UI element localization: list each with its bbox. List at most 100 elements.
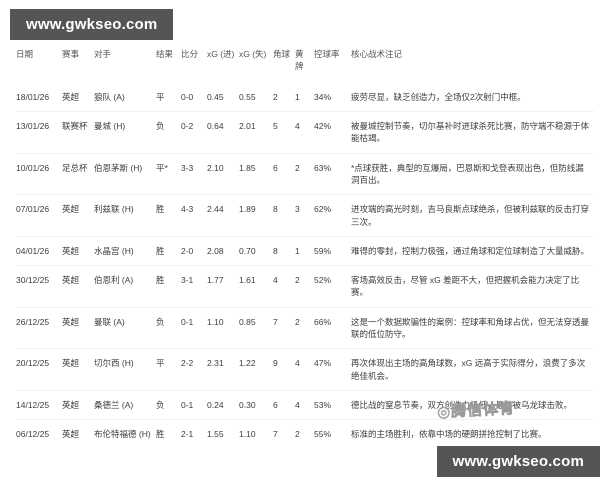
header-date: 日期	[16, 49, 34, 59]
cell-result: 胜	[156, 194, 181, 237]
cell-xg_against: 0.85	[239, 306, 273, 349]
header-competition: 赛事	[62, 49, 80, 59]
cell-score: 0-0	[181, 91, 194, 102]
cell-possession: 63%	[314, 152, 351, 195]
cell-note: 疲劳尽显，缺乏创造力，全场仅2次射门中框。	[351, 91, 526, 102]
header-xg-against: xG (失)	[239, 49, 267, 59]
cell-possession: 52%	[314, 265, 351, 308]
cell-xg_for: 2.44	[207, 194, 239, 237]
cell-opp: 伯恩茅斯 (H)	[94, 152, 156, 195]
cell-xg_for: 2.08	[207, 235, 239, 266]
cell-corners: 8	[273, 235, 295, 266]
cell-opp: 曼联 (A)	[94, 306, 156, 349]
cell-xg_against: 2.01	[239, 110, 273, 154]
cell-xg_against: 0.30	[239, 389, 273, 420]
cell-opp: 水晶宫 (H)	[94, 235, 156, 266]
header-result: 结果	[156, 49, 174, 59]
cell-note: 客场高效反击，尽管 xG 差距不大，但把握机会能力决定了比赛。	[351, 265, 594, 308]
table-row: 20/12/25 英超 切尔西 (H) 平 2-2 2.31 1.22 9 4 47% 再次体现出主…	[16, 348, 594, 391]
table-row: 30/12/25 英超 伯恩利 (A) 胜 3-1 1.77 1.61 4 2 52% 客场高效反击…	[16, 265, 594, 308]
cell-result: 平	[156, 91, 165, 102]
cell-note: 标准的主场胜利，依靠中场的硬朗拼抢控制了比赛。	[351, 419, 594, 449]
cell-comp: 英超	[62, 419, 94, 449]
cell-xg_for: 1.77	[207, 265, 239, 308]
cell-possession: 53%	[314, 389, 351, 420]
cell-xg_for: 0.45	[207, 91, 224, 102]
cell-score: 2-1	[181, 419, 207, 449]
cell-result: 负	[156, 110, 181, 154]
cell-yellows: 4	[295, 110, 314, 154]
cell-comp: 足总杯	[62, 152, 94, 195]
cell-score: 3-3	[181, 152, 207, 195]
cell-note: 再次体现出主场的高角球数，xG 远高于实际得分，浪费了多次绝佳机会。	[351, 348, 594, 391]
cell-corners: 7	[273, 419, 295, 449]
cell-date: 30/12/25	[16, 265, 62, 308]
header-opponent: 对手	[94, 49, 112, 59]
table-row: 06/12/25 英超 布伦特福德 (H) 胜 2-1 1.55 1.10 7 2 55% 标准的主…	[16, 419, 594, 449]
cell-comp: 英超	[62, 265, 94, 308]
cell-date: 18/01/26	[16, 91, 50, 102]
cell-result: 平	[156, 348, 181, 391]
cell-corners: 5	[273, 110, 295, 154]
cell-xg_against: 1.22	[239, 348, 273, 391]
cell-yellows: 2	[295, 419, 314, 449]
table-row: 14/12/25 英超 桑德兰 (A) 负 0-1 0.24 0.30 6 4 53% 德比战的窒息…	[16, 389, 594, 420]
cell-xg_against: 0.55	[239, 91, 256, 102]
cell-note: 进攻端的高光时刻，吉马良斯点球绝杀，但被利兹联的反击打穿三次。	[351, 194, 594, 237]
cell-comp: 英超	[62, 389, 94, 420]
cell-corners: 7	[273, 306, 295, 349]
cell-comp: 英超	[62, 91, 80, 102]
cell-corners: 6	[273, 152, 295, 195]
cell-date: 13/01/26	[16, 110, 62, 154]
cell-opp: 狼队 (A)	[94, 91, 125, 102]
cell-possession: 59%	[314, 235, 351, 266]
cell-xg_against: 1.10	[239, 419, 273, 449]
cell-xg_against: 1.89	[239, 194, 273, 237]
cell-opp: 切尔西 (H)	[94, 348, 156, 391]
cell-yellows: 1	[295, 91, 300, 102]
cell-result: 负	[156, 389, 181, 420]
cell-result: 胜	[156, 419, 181, 449]
cell-xg_for: 0.64	[207, 110, 239, 154]
cell-note: 德比战的窒息节奏，双方创造力极低，最终被乌龙球击败。	[351, 389, 594, 420]
cell-score: 4-3	[181, 194, 207, 237]
cell-yellows: 1	[295, 235, 314, 266]
cell-score: 0-1	[181, 306, 207, 349]
cell-result: 胜	[156, 265, 181, 308]
cell-yellows: 2	[295, 152, 314, 195]
cell-note: 这是一个数据欺骗性的案例：控球率和角球占优，但无法穿透曼联的低位防守。	[351, 306, 594, 349]
cell-comp: 英超	[62, 235, 94, 266]
cell-xg_for: 2.31	[207, 348, 239, 391]
cell-score: 2-0	[181, 235, 207, 266]
cell-comp: 联赛杯	[62, 110, 94, 154]
cell-opp: 桑德兰 (A)	[94, 389, 156, 420]
header-possession: 控球率	[314, 49, 340, 59]
cell-note: 被曼城控制节奏，切尔基补时进球杀死比赛，防守端不稳源于体能枯竭。	[351, 110, 594, 154]
cell-score: 2-2	[181, 348, 207, 391]
site-watermark-top: www.gwkseo.com	[10, 9, 174, 40]
cell-xg_for: 1.10	[207, 306, 239, 349]
cell-date: 26/12/25	[16, 306, 62, 349]
header-yellow-cards: 黄牌	[295, 49, 304, 72]
table-row: 04/01/26 英超 水晶宫 (H) 胜 2-0 2.08 0.70 8 1 59% 难得的零封，…	[16, 235, 594, 266]
table-row: 10/01/26 足总杯 伯恩茅斯 (H) 平* 3-3 2.10 1.85 6 2 63% *点球…	[16, 152, 594, 195]
cell-yellows: 4	[295, 348, 314, 391]
cell-note: *点球获胜，典型的互爆局，巴恩斯和戈登表现出色，但防线漏洞百出。	[351, 152, 594, 195]
table-body: 18/01/26 英超 狼队 (A) 平 0-0 0.45 0.55 2 1 34% 疲劳尽显，缺乏…	[16, 83, 594, 449]
cell-yellows: 2	[295, 265, 314, 308]
table-row: 26/12/25 英超 曼联 (A) 负 0-1 1.10 0.85 7 2 66% 这是一个数据欺…	[16, 306, 594, 349]
cell-date: 14/12/25	[16, 389, 62, 420]
site-watermark-bottom: www.gwkseo.com	[436, 446, 600, 477]
cell-xg_for: 1.55	[207, 419, 239, 449]
cell-result: 平*	[156, 152, 181, 195]
cell-score: 0-2	[181, 110, 207, 154]
cell-opp: 曼城 (H)	[94, 110, 156, 154]
header-xg-for: xG (进)	[207, 49, 235, 59]
cell-score: 3-1	[181, 265, 207, 308]
cell-opp: 利兹联 (H)	[94, 194, 156, 237]
cell-corners: 2	[273, 91, 278, 102]
table-header-row: 日期 赛事 对手 结果 比分 xG (进) xG (失) 角球 黄牌 控球率 核…	[16, 44, 594, 83]
cell-yellows: 2	[295, 306, 314, 349]
header-score: 比分	[181, 49, 199, 59]
table-row: 18/01/26 英超 狼队 (A) 平 0-0 0.45 0.55 2 1 34% 疲劳尽显，缺乏…	[16, 83, 594, 112]
